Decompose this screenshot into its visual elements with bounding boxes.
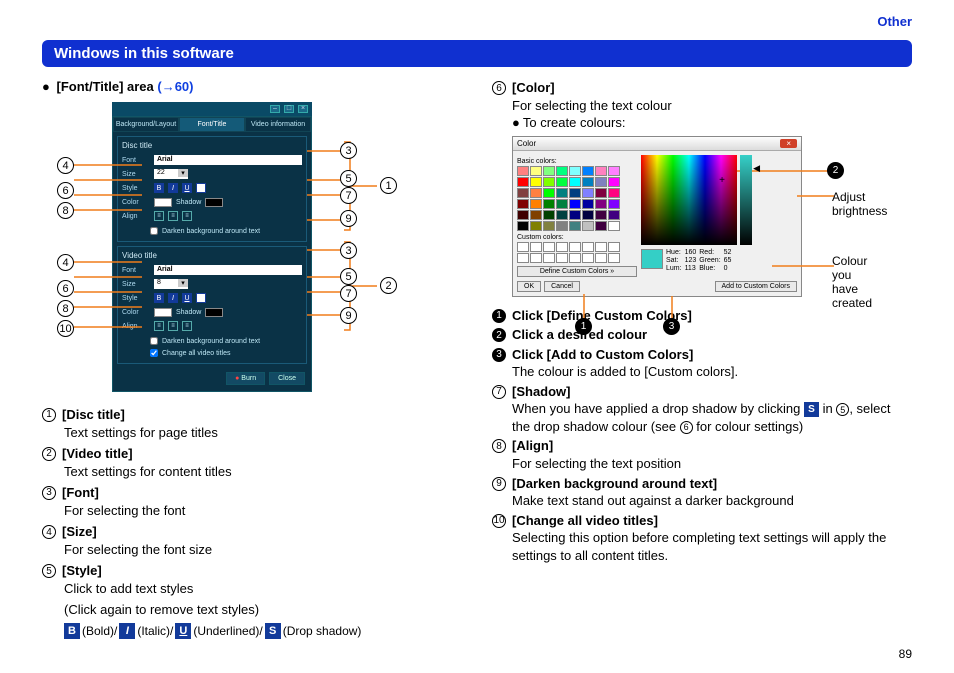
italic-icon: I — [119, 623, 135, 639]
app-titlebar: – □ × — [112, 102, 312, 116]
change-all-heading: [Change all video titles] — [512, 513, 658, 528]
callout-6a: 6 — [57, 182, 74, 199]
close-button[interactable]: Close — [269, 372, 305, 385]
section-banner: Windows in this software — [42, 40, 912, 67]
underline-btn-1[interactable]: U — [182, 183, 192, 193]
align-left-2[interactable]: ≡ — [154, 321, 164, 331]
shadow-icon: S — [265, 623, 281, 639]
color-swatch-2[interactable] — [154, 308, 172, 317]
bold-btn-1[interactable]: B — [154, 183, 164, 193]
left-column: [Font/Title] area (→60) — [42, 79, 462, 639]
callout-2: 2 — [380, 277, 397, 294]
solid-callout-3: 3 — [663, 318, 680, 335]
custom-colors-row[interactable] — [517, 242, 637, 263]
align-center-2[interactable]: ≡ — [168, 321, 178, 331]
align-right-1[interactable]: ≡ — [182, 211, 192, 221]
change-all-chk[interactable] — [150, 349, 158, 357]
align-left-1[interactable]: ≡ — [154, 211, 164, 221]
inline-s-icon: S — [804, 402, 819, 417]
darken-chk-2[interactable] — [150, 337, 158, 345]
solid-callout-2: 2 — [827, 162, 844, 179]
maximize-icon[interactable]: □ — [284, 105, 294, 113]
italic-btn-2[interactable]: I — [168, 293, 178, 303]
darken-chk-1[interactable] — [150, 227, 158, 235]
underline-btn-2[interactable]: U — [182, 293, 192, 303]
tab-video-info[interactable]: Video information — [245, 117, 311, 132]
brightness-slider[interactable]: ◀ — [740, 155, 752, 245]
callout-4a: 4 — [57, 157, 74, 174]
size-select-1[interactable]: 22 — [154, 169, 188, 179]
shadow-swatch-1[interactable] — [205, 198, 223, 207]
app-panel-figure: – □ × Background/Layout Font/Title Video… — [112, 102, 312, 392]
italic-btn-1[interactable]: I — [168, 183, 178, 193]
tab-font-title[interactable]: Font/Title — [179, 117, 245, 132]
video-title-label: Video title — [122, 251, 302, 260]
callout-7a: 7 — [340, 187, 357, 204]
shadow-btn-2[interactable]: S — [196, 293, 206, 303]
callout-5a: 5 — [340, 170, 357, 187]
picker-close-icon[interactable]: × — [780, 139, 797, 148]
color-heading: [Color] — [512, 80, 555, 95]
callout-9b: 9 — [340, 307, 357, 324]
callout-8a: 8 — [57, 202, 74, 219]
page-ref-link[interactable]: (→60) — [157, 79, 193, 94]
callout-9a: 9 — [340, 210, 357, 227]
font-select-2[interactable]: Arial — [154, 265, 302, 275]
align-right-2[interactable]: ≡ — [182, 321, 192, 331]
gradient-picker[interactable]: + — [641, 155, 737, 245]
close-icon[interactable]: × — [298, 105, 308, 113]
callout-5b: 5 — [340, 268, 357, 285]
color-solid-preview — [641, 249, 663, 269]
cancel-button[interactable]: Cancel — [544, 281, 580, 292]
callout-1: 1 — [380, 177, 397, 194]
darken-heading: [Darken background around text] — [512, 476, 717, 491]
shadow-heading: [Shadow] — [512, 384, 571, 399]
bold-btn-2[interactable]: B — [154, 293, 164, 303]
shadow-swatch-2[interactable] — [205, 308, 223, 317]
callout-6b: 6 — [57, 280, 74, 297]
picker-titlebar: Color× — [513, 137, 801, 151]
shadow-btn-1[interactable]: S — [196, 183, 206, 193]
add-custom-button[interactable]: Add to Custom Colors — [715, 281, 797, 292]
tab-background-layout[interactable]: Background/Layout — [113, 117, 179, 132]
size-select-2[interactable]: 8 — [154, 279, 188, 289]
video-title-section: Video title FontArial Size8 Style BIUS C… — [117, 246, 307, 364]
solid-callout-1: 1 — [575, 318, 592, 335]
category-label: Other — [877, 14, 912, 29]
style-icon-legend: B (Bold)/ I (Italic)/ U (Underlined)/ S … — [64, 623, 462, 639]
callout-3b: 3 — [340, 242, 357, 259]
callout-8b: 8 — [57, 300, 74, 317]
callout-10: 10 — [57, 320, 74, 337]
callout-3a: 3 — [340, 142, 357, 159]
color-picker-figure: Color× Basic colors: Custom colors: Defi… — [512, 136, 802, 297]
right-column: 6 [Color] For selecting the text colour … — [492, 79, 912, 639]
disc-title-section: Disc title FontArial Size22 Style BIUS C… — [117, 136, 307, 242]
font-title-heading: [Font/Title] area (→60) — [42, 79, 462, 94]
align-heading: [Align] — [512, 438, 553, 453]
align-center-1[interactable]: ≡ — [168, 211, 178, 221]
annot-brightness: Adjust brightness — [832, 190, 887, 218]
left-definitions: 1[Disc title] Text settings for page tit… — [42, 406, 462, 619]
underline-icon: U — [175, 623, 191, 639]
callout-4b: 4 — [57, 254, 74, 271]
color-swatch-1[interactable] — [154, 198, 172, 207]
num-6: 6 — [492, 81, 506, 95]
disc-title-label: Disc title — [122, 141, 302, 150]
burn-button[interactable]: ●Burn — [226, 372, 265, 385]
basic-colors-grid[interactable] — [517, 166, 637, 231]
ok-button[interactable]: OK — [517, 281, 541, 292]
font-select-1[interactable]: Arial — [154, 155, 302, 165]
annot-created: Colour you havecreated — [832, 254, 872, 310]
minimize-icon[interactable]: – — [270, 105, 280, 113]
define-custom-button[interactable]: Define Custom Colors » — [517, 266, 637, 277]
page-number: 89 — [899, 647, 912, 661]
callout-7b: 7 — [340, 285, 357, 302]
bold-icon: B — [64, 623, 80, 639]
slider-arrow-icon: ◀ — [753, 163, 760, 174]
crosshair-icon: + — [719, 175, 725, 186]
